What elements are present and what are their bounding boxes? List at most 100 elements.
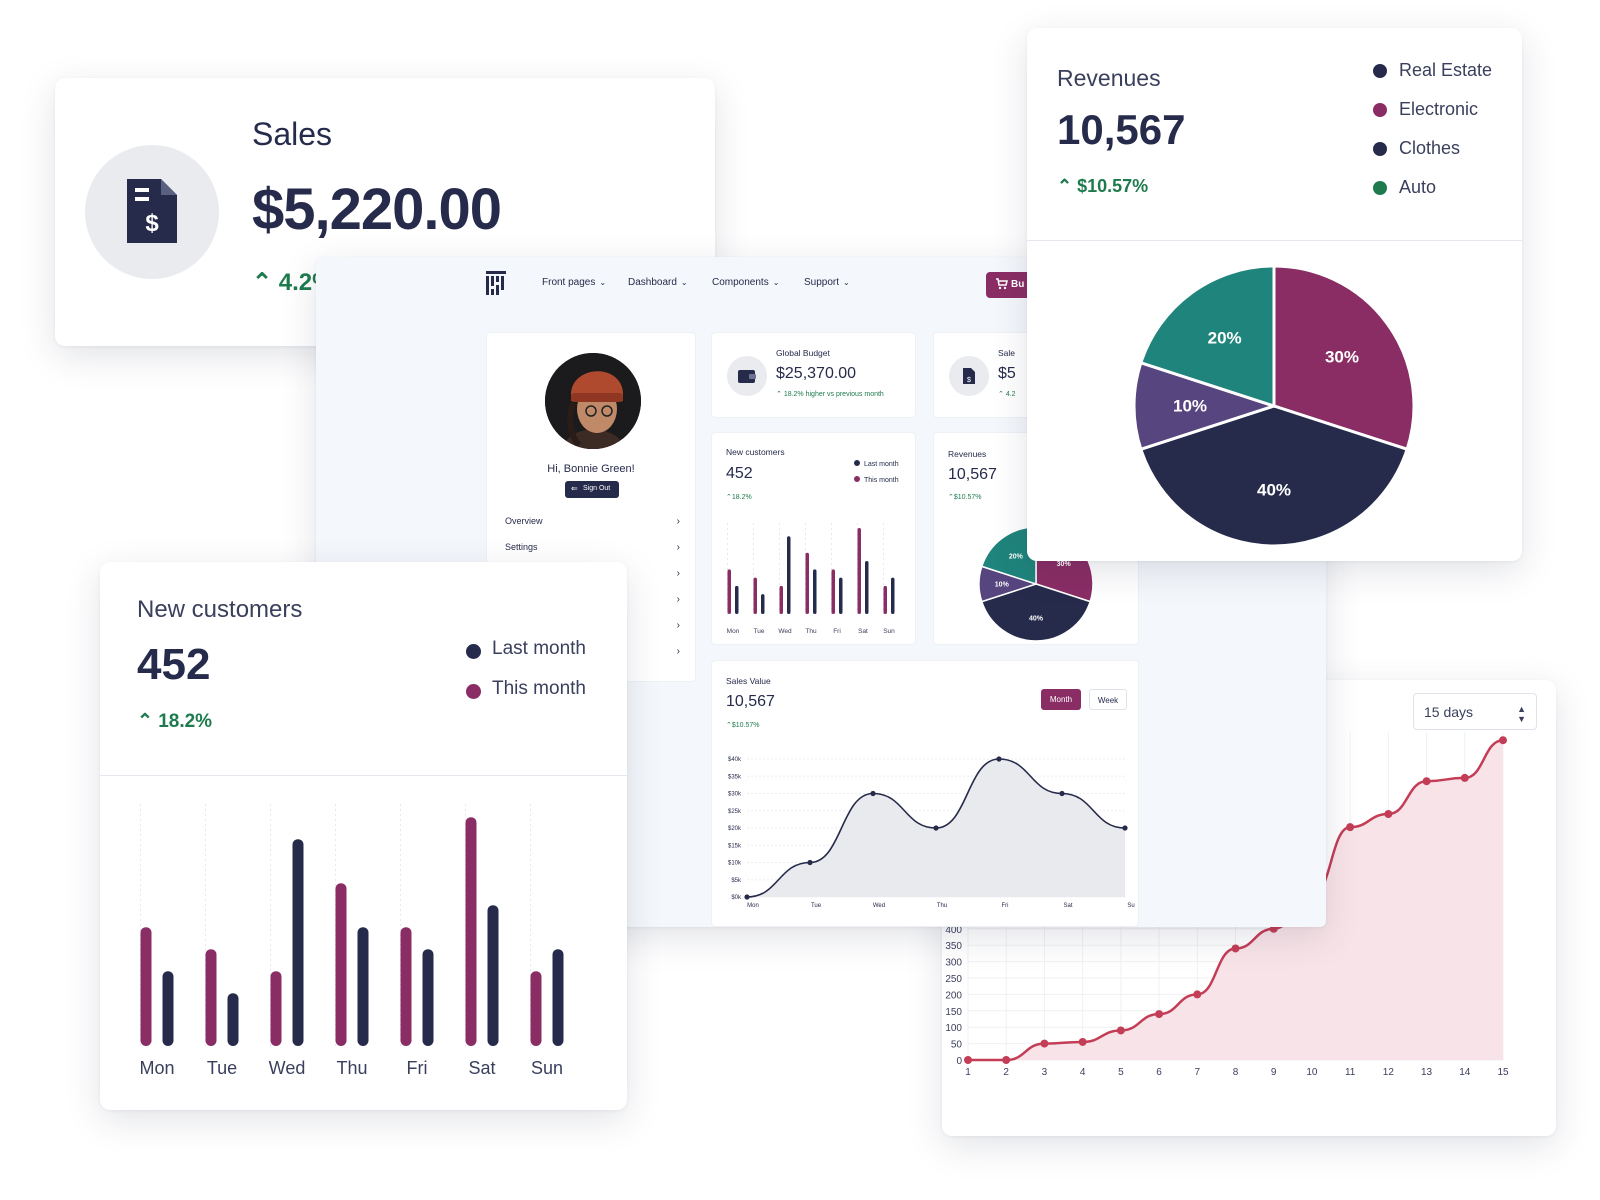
bar-last-month xyxy=(422,949,434,1046)
bar-last-month xyxy=(787,536,791,614)
x-tick-label: 9 xyxy=(1271,1067,1277,1078)
wallet-icon xyxy=(738,370,756,383)
bar-last-month xyxy=(735,585,739,614)
x-tick-label: Wed xyxy=(269,1058,306,1078)
x-tick-label: Sat xyxy=(858,628,868,635)
y-tick-label: $25k xyxy=(728,809,742,815)
y-tick-label: $5k xyxy=(731,878,742,884)
nav-front-pages[interactable]: Front pages ⌄ xyxy=(542,277,607,288)
x-tick-label: 2 xyxy=(1003,1067,1009,1078)
sales-icon-circle: $ xyxy=(85,145,219,279)
sales-value-change: ⌃$10.57% xyxy=(726,722,760,729)
nav-components[interactable]: Components ⌄ xyxy=(712,277,780,288)
legend-this-month-dot xyxy=(466,684,481,699)
pie-label: 30% xyxy=(1325,347,1359,366)
sales-value-label: Sales Value xyxy=(726,676,771,686)
arrow-up-icon: ⌃ xyxy=(252,269,279,296)
x-tick-label: Tue xyxy=(754,628,765,635)
period-select-value: 15 days xyxy=(1424,704,1474,720)
bar-this-month xyxy=(753,577,757,614)
x-tick-label: Mon xyxy=(747,903,759,909)
legend-dot-icon xyxy=(854,460,860,466)
signout-button[interactable]: ⇐ Sign Out xyxy=(565,481,619,498)
pie-label: 10% xyxy=(995,581,1010,588)
y-tick-label: 150 xyxy=(945,1007,962,1018)
select-caret-icon: ▲ ▼ xyxy=(1517,704,1526,724)
new-customers-mini-change: ⌃18.2% xyxy=(726,494,752,501)
y-tick-label: $40k xyxy=(728,757,742,763)
bar-last-month xyxy=(552,949,564,1046)
chevron-right-icon: › xyxy=(676,568,680,579)
data-point xyxy=(1078,1037,1087,1046)
legend-clothes: Clothes xyxy=(1373,138,1460,159)
chevron-down-icon: ⌄ xyxy=(680,278,688,287)
revenues-mini-change: ⌃$10.57% xyxy=(948,494,982,501)
x-tick-label: 10 xyxy=(1306,1067,1318,1078)
bar-this-month xyxy=(400,927,412,1046)
legend-dot-icon xyxy=(1373,142,1387,156)
pie-label: 10% xyxy=(1173,397,1207,416)
bar-this-month xyxy=(335,883,347,1046)
y-tick-label: $30k xyxy=(728,792,742,798)
sales-mini-change: ⌃ 4.2 xyxy=(998,391,1016,398)
pie-slice xyxy=(1138,404,1410,548)
area-fill xyxy=(968,740,1503,1060)
legend-last-month: Last month xyxy=(492,638,586,659)
pie-label: 20% xyxy=(1208,329,1242,348)
revenues-change: ⌃ $10.57% xyxy=(1057,176,1149,196)
data-point xyxy=(1460,773,1469,782)
bar-last-month xyxy=(891,577,895,614)
invoice-dollar-icon: $ xyxy=(127,179,177,243)
profile-greeting: Hi, Bonnie Green! xyxy=(547,463,635,475)
x-tick-label: 6 xyxy=(1156,1067,1162,1078)
bar-last-month xyxy=(865,561,869,614)
new-customers-value: 452 xyxy=(137,640,211,689)
pie-label: 40% xyxy=(1257,481,1291,500)
week-toggle-button[interactable]: Week xyxy=(1089,689,1127,710)
x-tick-label: 11 xyxy=(1345,1067,1356,1078)
data-point xyxy=(1122,825,1128,831)
y-tick-label: 300 xyxy=(945,958,962,969)
month-toggle-button[interactable]: Month xyxy=(1041,689,1081,710)
y-tick-label: $15k xyxy=(728,843,742,849)
x-tick-label: 8 xyxy=(1233,1067,1239,1078)
data-point xyxy=(1193,990,1202,999)
pie-slice xyxy=(1132,360,1279,452)
data-point xyxy=(744,894,750,900)
y-tick-label: 100 xyxy=(945,1023,962,1034)
nav-dashboard[interactable]: Dashboard ⌄ xyxy=(628,277,688,288)
chevron-down-icon: ⌄ xyxy=(843,278,850,287)
x-tick-label: 14 xyxy=(1459,1067,1471,1078)
card-divider xyxy=(100,775,627,776)
x-tick-label: 1 xyxy=(965,1067,971,1078)
y-tick-label: 50 xyxy=(951,1040,963,1051)
x-tick-label: Su xyxy=(1127,903,1134,909)
budget-value: $25,370.00 xyxy=(776,365,857,382)
profile-menu-settings[interactable]: Settings › xyxy=(505,542,680,553)
sales-mini-label: Sale xyxy=(998,348,1016,358)
budget-label: Global Budget xyxy=(776,348,830,358)
bar-this-month xyxy=(727,569,731,614)
pie-label: 40% xyxy=(1029,616,1044,623)
period-select[interactable]: 15 days ▲ ▼ xyxy=(1413,693,1537,730)
nav-support[interactable]: Support ⌄ xyxy=(804,277,850,288)
bar-last-month xyxy=(162,971,174,1046)
data-point xyxy=(1499,736,1507,745)
budget-change: ⌃ 18.2% higher vs previous month xyxy=(776,391,884,398)
x-tick-label: 15 xyxy=(1497,1067,1509,1078)
y-tick-label: 0 xyxy=(956,1056,962,1067)
y-tick-label: 200 xyxy=(945,990,962,1001)
data-point xyxy=(1040,1039,1049,1048)
data-point xyxy=(964,1056,972,1064)
new-customers-mini-value: 452 xyxy=(726,465,753,482)
sales-value-value: 10,567 xyxy=(726,693,775,710)
bar-this-month xyxy=(465,817,477,1046)
avatar xyxy=(545,353,641,449)
y-tick-label: 250 xyxy=(945,974,962,985)
revenues-card: Revenues 10,567 ⌃ $10.57% Real Estate El… xyxy=(1027,28,1522,561)
bar-this-month xyxy=(883,585,887,614)
chevron-down-icon: ⌄ xyxy=(599,278,607,287)
x-tick-label: Mon xyxy=(727,628,740,635)
x-tick-label: 7 xyxy=(1195,1067,1201,1078)
profile-menu-overview[interactable]: Overview › xyxy=(505,516,680,527)
